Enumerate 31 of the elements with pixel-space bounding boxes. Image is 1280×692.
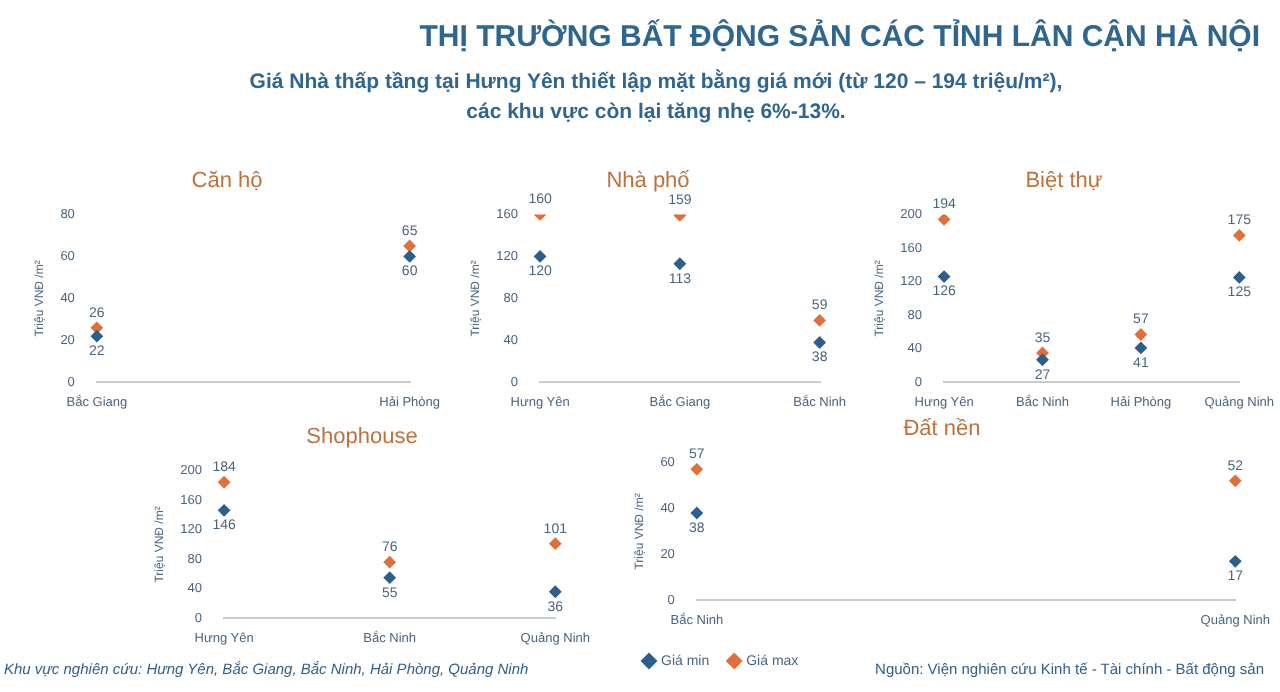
point	[1229, 474, 1242, 487]
chart-title: Shophouse	[306, 425, 418, 450]
point	[1036, 353, 1049, 366]
point	[1233, 271, 1246, 284]
point	[1134, 341, 1147, 354]
point	[1134, 328, 1147, 341]
chart-title: Căn hộ	[191, 169, 263, 194]
point	[938, 214, 951, 226]
point	[690, 463, 703, 476]
point	[938, 270, 951, 283]
text: Giá Nhà thấp tầng tại Hưng Yên thiết lập mặt bằng giá mới (từ 120 – 194 triệu/m²), các khu vực còn lại tăng nhẹ 6%-13%.	[247, 68, 1065, 128]
point	[90, 330, 103, 343]
point	[813, 314, 826, 327]
point	[383, 556, 396, 569]
point	[549, 585, 562, 598]
point	[218, 504, 231, 517]
point	[534, 250, 547, 263]
chart-title: Biệt thự	[1025, 169, 1104, 194]
point	[1229, 555, 1242, 568]
point	[673, 257, 686, 270]
chart-title: Nhà phố	[606, 169, 690, 194]
point	[549, 537, 562, 550]
point	[1233, 229, 1246, 242]
point	[813, 336, 826, 349]
chart-title: Đất nền	[903, 417, 981, 442]
point	[403, 239, 416, 252]
point	[690, 507, 703, 519]
point	[218, 476, 231, 489]
point	[383, 571, 396, 584]
text: THỊ TRƯỜNG BẤT ĐỘNG SẢN CÁC TỈNH LÂN CẬN HÀ NỘI	[419, 20, 1260, 54]
point	[403, 250, 416, 263]
